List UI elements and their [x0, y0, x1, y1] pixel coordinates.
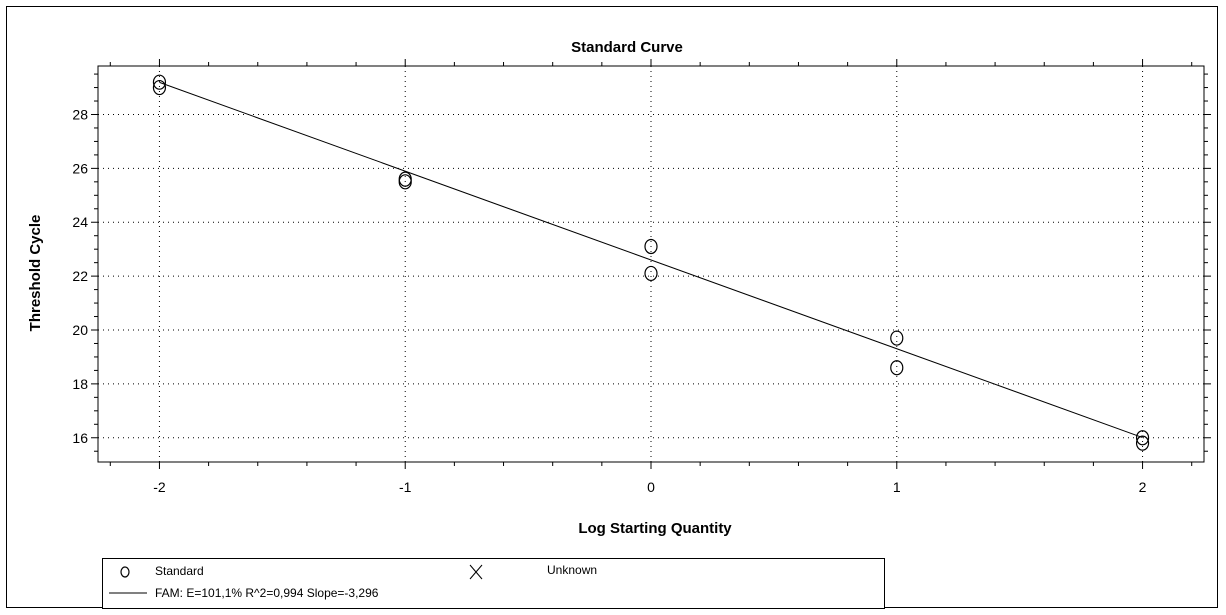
x-tick-label: -2: [153, 479, 166, 495]
legend: Standard Unknown FAM: E=101,1% R^2=0,994…: [102, 558, 885, 609]
x-tick-label: 2: [1139, 479, 1147, 495]
legend-unknown-label: Unknown: [547, 563, 598, 577]
x-tick-label: 0: [647, 479, 655, 495]
x-axis-ticks: -2 -1 0 1 2: [153, 59, 1147, 495]
plot-area: [97, 65, 1205, 463]
y-tick-label: 18: [72, 376, 88, 392]
minor-ticks: [94, 62, 1208, 466]
x-tick-label: 1: [893, 479, 901, 495]
y-tick-label: 20: [72, 322, 88, 338]
x-axis-label: Log Starting Quantity: [578, 520, 732, 537]
data-point-standard: [644, 238, 658, 255]
y-axis-ticks: 16 18 20 22 24 26 28: [72, 106, 1211, 446]
chart-title: Standard Curve: [571, 39, 683, 56]
y-axis-label: Threshold Cycle: [27, 215, 44, 332]
legend-standard-marker: [120, 566, 130, 578]
data-point-standard: [152, 79, 167, 96]
data-points: [152, 74, 1150, 451]
data-point-standard: [890, 330, 904, 346]
data-point-standard: [890, 360, 904, 376]
standard-curve-chart: Standard Curve -2 -1 0 1 2 16 18 20 22 24 26 28 Lo…: [27, 39, 1211, 537]
chart-frame: Standard Curve -2 -1 0 1 2 16 18 20 22 24 26 28 Lo…: [6, 6, 1218, 609]
legend-standard-label: Standard: [155, 564, 204, 578]
data-point-standard: [1135, 430, 1150, 446]
fit-line-group: [159, 81, 1143, 439]
data-point-standard: [152, 74, 167, 90]
data-point-standard: [644, 265, 658, 282]
y-tick-label: 22: [72, 268, 88, 284]
legend-symbols: [109, 564, 483, 594]
y-tick-label: 26: [72, 160, 88, 176]
data-point-standard: [398, 174, 412, 190]
y-tick-label: 16: [72, 430, 88, 446]
grid-lines: [98, 66, 1204, 462]
fit-line: [159, 81, 1143, 439]
legend-unknown-marker: [469, 564, 483, 580]
y-tick-label: 28: [72, 106, 88, 122]
data-point-standard: [1135, 435, 1150, 451]
y-tick-label: 24: [72, 214, 88, 230]
x-tick-label: -1: [399, 479, 412, 495]
legend-fit-label: FAM: E=101,1% R^2=0,994 Slope=-3,296: [155, 586, 379, 600]
